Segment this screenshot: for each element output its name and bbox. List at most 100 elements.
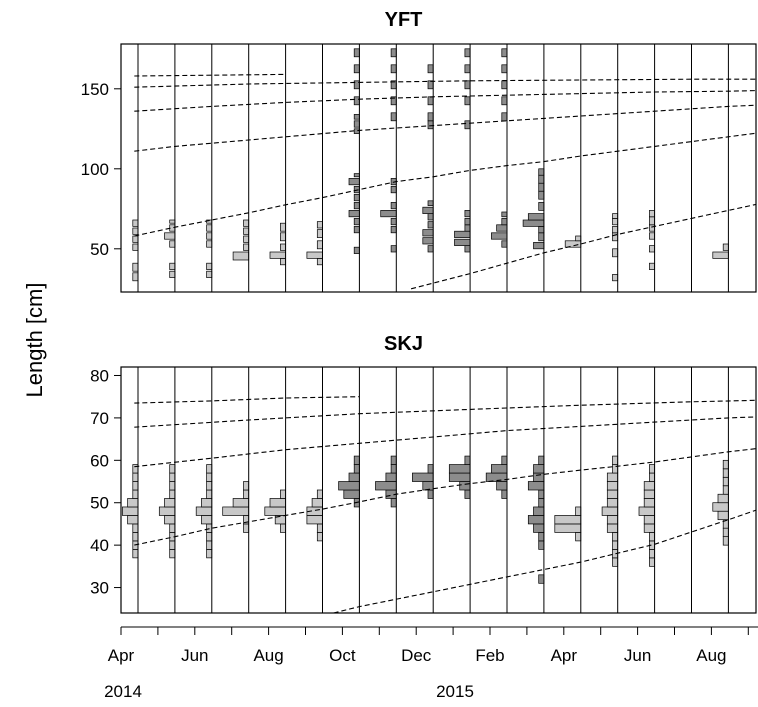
histogram-bar (353, 202, 360, 210)
y-tick-label: 40 (90, 536, 109, 555)
histogram-bar (269, 498, 286, 508)
histogram-bar (538, 455, 545, 465)
histogram-bar (448, 464, 471, 474)
histogram-bar (206, 532, 213, 542)
histogram-bar (554, 523, 582, 533)
histogram-bar (427, 64, 434, 74)
histogram-bar (538, 202, 545, 211)
histogram-bar (353, 186, 360, 194)
histogram-bar (533, 242, 545, 250)
histogram-bar (169, 540, 176, 550)
histogram-bar (722, 476, 729, 487)
histogram-bar (195, 506, 213, 516)
histogram-bar (643, 498, 655, 508)
histogram-bar (353, 218, 360, 226)
skj-panel: SKJ 30 40 50 60 70 80 (90, 333, 757, 614)
histogram-bar (649, 210, 655, 218)
histogram-bar (612, 248, 619, 258)
histogram-bar (206, 270, 213, 278)
histogram-bar (649, 224, 655, 232)
histogram-bar (712, 502, 729, 512)
histogram-bar (638, 506, 655, 516)
histogram-bar (164, 498, 176, 508)
histogram-bar (348, 210, 360, 218)
histogram-bar (575, 235, 582, 242)
histogram-bar (206, 549, 213, 559)
histogram-bar (422, 481, 434, 491)
histogram-bar (169, 240, 176, 248)
histogram-bar (612, 226, 619, 234)
histogram-bar (501, 80, 508, 90)
histogram-bar (353, 455, 360, 465)
histogram-bar (206, 523, 213, 533)
histogram-bar (169, 481, 176, 491)
histogram-bar (206, 240, 213, 248)
growth-curve (134, 396, 360, 404)
histogram-bar (649, 262, 655, 270)
histogram-bar (538, 174, 545, 184)
histogram-bar (501, 240, 508, 248)
histogram-bar (538, 574, 545, 584)
histogram-bar (353, 194, 360, 202)
histogram-bar (554, 515, 582, 525)
histogram-bar (353, 128, 360, 134)
growth-curve (333, 509, 756, 613)
histogram-bar (527, 213, 545, 221)
panel-title: YFT (385, 9, 423, 31)
histogram-bar (353, 120, 360, 128)
histogram-bar (427, 96, 434, 106)
histogram-bar (533, 464, 545, 474)
histogram-bar (169, 549, 176, 559)
histogram-bar (501, 48, 508, 58)
histogram-bar (390, 202, 397, 210)
histogram-bar (164, 232, 176, 240)
histogram-bar (722, 243, 729, 251)
histogram-bar (712, 251, 729, 259)
histogram-bar (501, 211, 508, 218)
histogram-bar (464, 48, 471, 58)
y-axis-label: Length [cm] (22, 283, 47, 398)
histogram-bar (269, 251, 286, 259)
histogram-bar (390, 48, 397, 58)
histogram-bar (127, 515, 139, 525)
histogram-bar (427, 112, 434, 122)
histogram-bar (612, 540, 619, 550)
histogram-bar (353, 64, 360, 74)
histogram-bar (454, 238, 471, 246)
histogram-bar (348, 472, 360, 482)
histogram-bar (206, 232, 213, 240)
histogram-bar (464, 210, 471, 218)
histogram-bar (343, 489, 360, 499)
growth-curve (134, 132, 756, 237)
histogram-bar (158, 506, 176, 516)
histogram-bar (527, 481, 545, 491)
x-tick-label: Jun (181, 646, 208, 665)
histogram-bar (538, 540, 545, 550)
histogram-bar (243, 243, 250, 251)
histogram-bar (575, 506, 582, 516)
histogram-bar (601, 506, 619, 516)
histogram-bar (464, 96, 471, 106)
histogram-bar (353, 173, 360, 178)
histogram-bar (464, 489, 471, 499)
y-tick-label: 60 (90, 451, 109, 470)
histogram-bar (649, 472, 655, 482)
histogram-bar (348, 178, 360, 186)
x-tick-label: Apr (108, 646, 135, 665)
y-tick-label: 30 (90, 579, 109, 598)
panel-frame (120, 366, 757, 614)
panel-frame (120, 43, 757, 293)
histogram-bar (533, 506, 545, 516)
histogram-bar (316, 523, 323, 533)
histogram-bar (132, 549, 139, 559)
histogram-bar (169, 219, 176, 224)
histogram-bar (206, 472, 213, 482)
growth-curve (134, 104, 756, 152)
histogram-bar (353, 114, 360, 120)
growth-curve (134, 416, 756, 468)
x-tick-label: Aug (253, 646, 283, 665)
histogram-bar (222, 506, 250, 516)
histogram-bar (538, 489, 545, 499)
histogram-bar (316, 229, 323, 238)
histogram-bar (606, 489, 619, 499)
